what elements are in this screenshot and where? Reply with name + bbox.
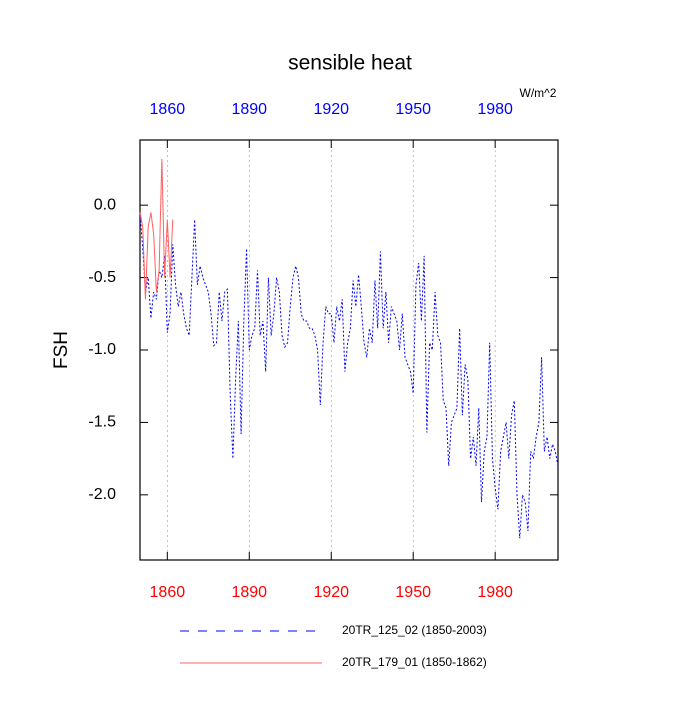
x-tick-label-bottom: 1890 <box>231 584 267 601</box>
x-tick-label-top: 1920 <box>313 101 349 118</box>
x-tick-label-top: 1980 <box>477 101 513 118</box>
x-tick-label-bottom: 1950 <box>395 584 431 601</box>
x-tick-label-bottom: 1980 <box>477 584 513 601</box>
x-tick-label-top: 1890 <box>231 101 267 118</box>
x-tick-label-top: 1950 <box>395 101 431 118</box>
series-line <box>139 212 559 539</box>
series-line <box>139 158 174 300</box>
y-tick-label: -0.5 <box>88 269 116 286</box>
y-tick-label: -2.0 <box>88 486 116 503</box>
x-tick-label-bottom: 1860 <box>150 584 186 601</box>
x-tick-label-top: 1860 <box>150 101 186 118</box>
x-tick-label-bottom: 1920 <box>313 584 349 601</box>
y-axis-label: FSH <box>51 331 72 369</box>
y-tick-label: 0.0 <box>94 196 116 213</box>
units-label: W/m^2 <box>520 86 557 100</box>
y-tick-label: -1.0 <box>88 341 116 358</box>
y-tick-label: -1.5 <box>88 414 116 431</box>
legend-label: 20TR_125_02 (1850-2003) <box>342 623 487 637</box>
legend-label: 20TR_179_01 (1850-1862) <box>342 655 487 669</box>
chart-title: sensible heat <box>288 52 412 75</box>
